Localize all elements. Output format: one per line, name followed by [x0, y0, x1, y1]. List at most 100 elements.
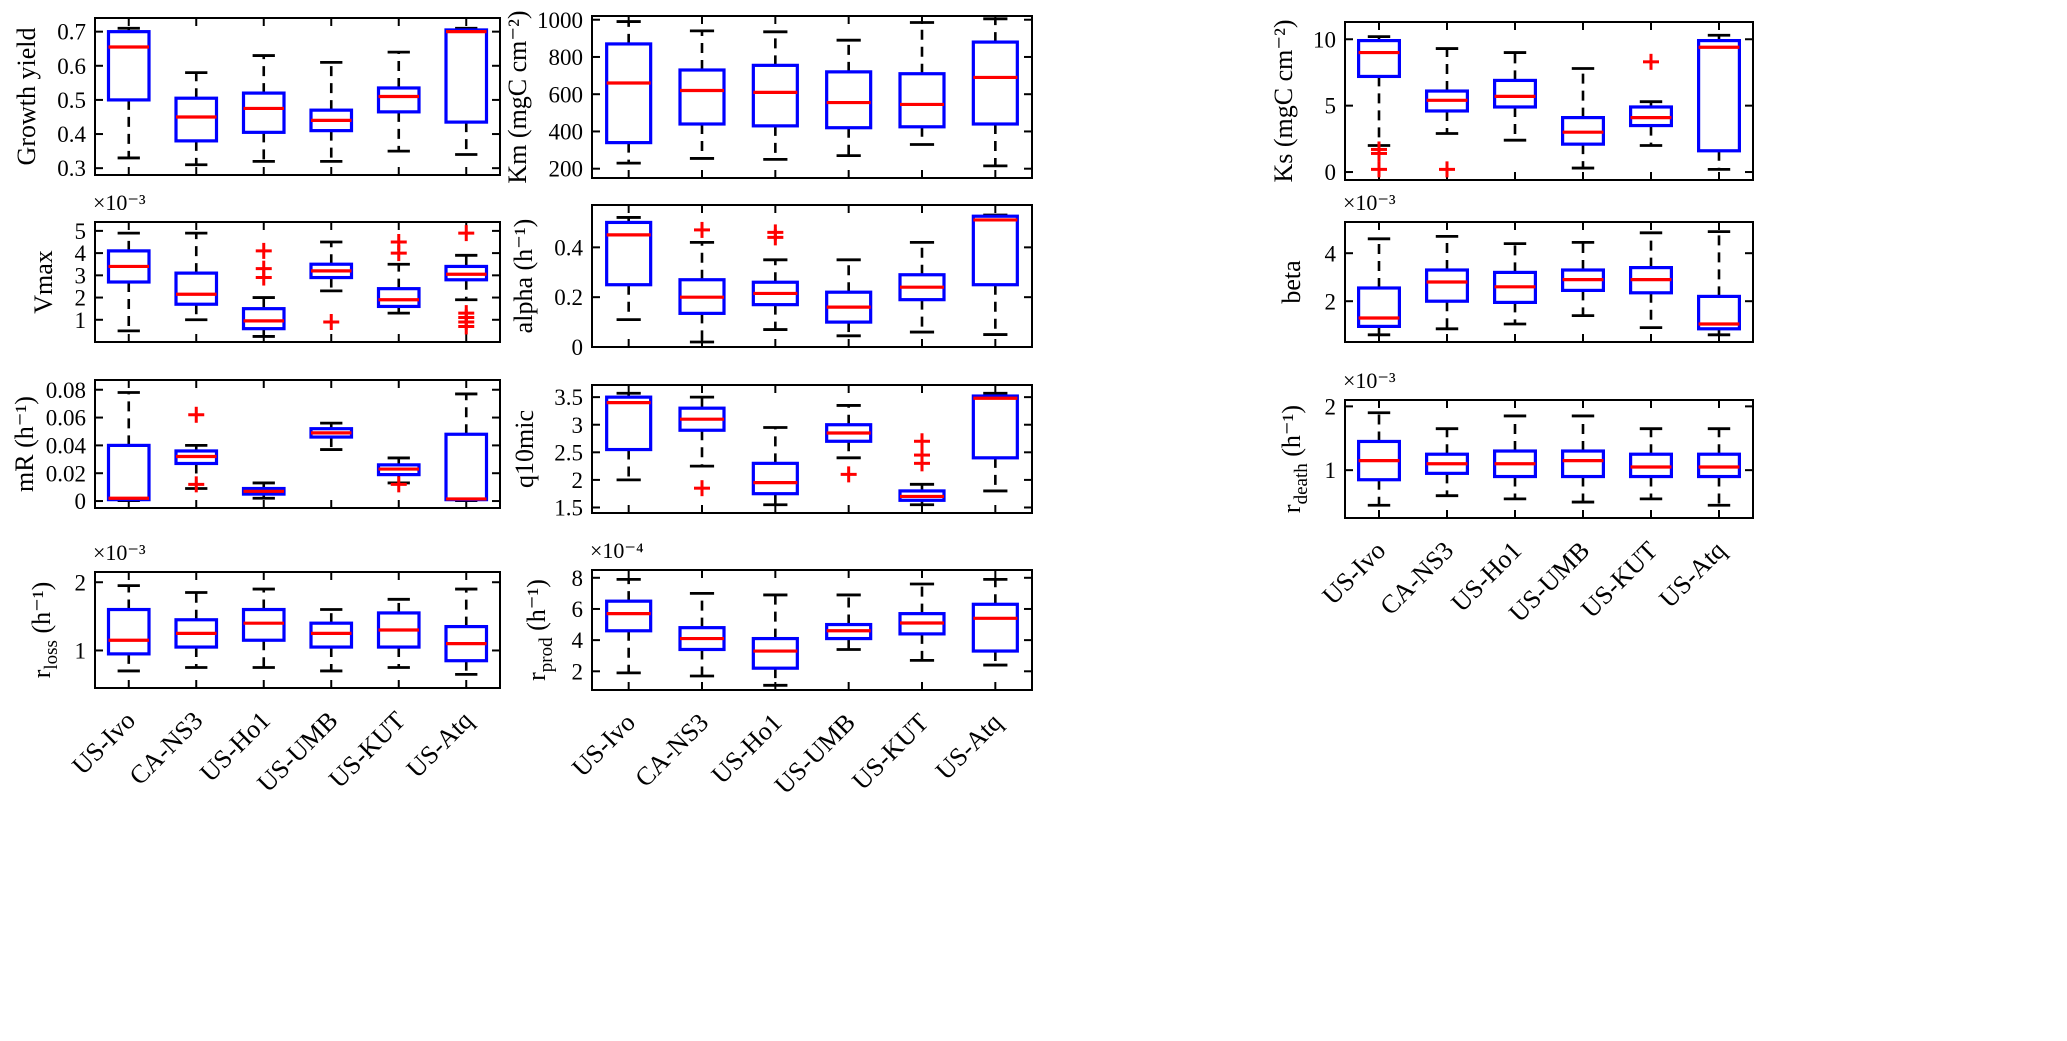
box-iqr	[309, 621, 354, 649]
box-iqr	[971, 214, 1019, 287]
outlier-marker	[390, 234, 407, 250]
boxplot-CA-NS3	[1424, 47, 1469, 178]
y-tick-label: 800	[549, 45, 584, 70]
box-iqr	[751, 636, 799, 670]
outlier-marker	[458, 225, 475, 242]
outlier-marker	[914, 433, 930, 450]
y-tick-label: 1	[75, 308, 87, 333]
boxplot-US-Ivo	[1356, 237, 1401, 337]
y-tick-label: 0.3	[57, 156, 86, 181]
x-tick-label-US-Atq: US-Atq	[401, 706, 479, 784]
y-tick-label: 0.6	[57, 54, 86, 79]
boxplot-US-UMB	[825, 404, 873, 483]
axes-frame	[591, 204, 1033, 348]
boxplot-US-UMB	[825, 593, 873, 651]
y-axis-label: Vmax	[29, 250, 58, 314]
y-tick-label: 0	[1325, 160, 1337, 185]
box-iqr	[1696, 38, 1741, 153]
boxplot-US-Atq	[444, 587, 489, 676]
y-tick-label: 3	[572, 413, 584, 438]
y-tick-label: 2	[1325, 394, 1337, 419]
boxplot-US-Atq	[1696, 427, 1741, 507]
outlier-marker	[1643, 53, 1659, 70]
outlier-marker	[255, 242, 272, 259]
outlier-marker	[1371, 161, 1387, 178]
subplot-q10mic: 1.5 2 2.53 3.5 q10mic	[510, 384, 1033, 521]
box-iqr	[751, 63, 799, 128]
boxplot-US-KUT	[898, 433, 946, 507]
y-tick-label: 8	[572, 566, 584, 591]
y-tick-label: 0.2	[554, 285, 583, 310]
box-iqr	[1424, 268, 1469, 303]
axes-frame	[94, 379, 501, 509]
box-iqr	[241, 607, 286, 642]
boxplot-CA-NS3	[678, 591, 726, 678]
x-tick-label-CA-NS3: CA-NS3	[124, 706, 209, 791]
x-tick-label-US-Atq: US-Atq	[1654, 536, 1732, 614]
boxplot-US-KUT	[898, 240, 946, 334]
boxplot-US-Atq	[971, 17, 1019, 168]
y-tick-label: 0.08	[46, 378, 86, 403]
box-iqr	[241, 307, 286, 331]
box-iqr	[174, 96, 219, 143]
x-tick-label-US-KUT: US-KUT	[846, 708, 934, 796]
boxplot-US-Ivo	[1356, 411, 1401, 507]
outlier-marker	[390, 476, 407, 493]
boxplot-US-Atq	[971, 577, 1019, 667]
boxplot-US-UMB	[309, 240, 354, 330]
y-tick-label: 0.5	[57, 88, 86, 113]
y-tick-label: 3	[75, 263, 87, 288]
y-axis-label: alpha (h⁻¹)	[509, 219, 538, 334]
x-tick-label-CA-NS3: CA-NS3	[1374, 536, 1459, 621]
box-iqr	[898, 72, 946, 129]
y-tick-label: 1	[1325, 458, 1337, 483]
x-tick-label-US-UMB: US-UMB	[769, 708, 861, 800]
box-iqr	[1696, 294, 1741, 331]
boxplot-US-Atq	[444, 392, 489, 503]
exponent-label: ×10⁻³	[93, 190, 146, 215]
y-tick-label: 0.4	[554, 235, 583, 260]
boxplot-US-Ho1	[241, 242, 286, 338]
y-tick-label: 400	[549, 119, 584, 144]
boxplot-US-Ho1	[241, 54, 286, 163]
boxplot-US-Ho1	[1492, 242, 1537, 326]
box-iqr	[971, 602, 1019, 653]
boxplot-CA-NS3	[1424, 427, 1469, 498]
boxplot-US-UMB	[1560, 240, 1605, 318]
box-iqr	[174, 271, 219, 306]
boxplot-US-Atq	[1696, 33, 1741, 171]
y-tick-label: 4	[572, 628, 584, 653]
boxplot-US-Ivo	[106, 391, 151, 503]
axes-frame	[94, 221, 501, 343]
box-iqr	[1356, 38, 1401, 79]
box-iqr	[1492, 78, 1537, 109]
y-tick-label: 5	[1325, 94, 1337, 119]
boxplot-US-Atq	[971, 213, 1019, 336]
axes-frame	[1344, 221, 1754, 343]
boxplot-US-KUT	[898, 582, 946, 662]
boxplot-CA-NS3	[174, 71, 219, 167]
y-tick-label: 3.5	[554, 385, 583, 410]
box-iqr	[605, 599, 653, 633]
box-iqr	[605, 395, 653, 452]
boxplot-US-UMB	[1560, 414, 1605, 504]
exponent-label: ×10⁻³	[93, 540, 146, 565]
box-iqr	[678, 68, 726, 126]
outlier-marker	[1371, 145, 1387, 162]
y-axis-label: rloss (h⁻¹)	[27, 582, 62, 679]
outlier-marker	[914, 447, 930, 464]
outlier-marker	[694, 221, 710, 238]
outlier-marker	[188, 476, 205, 493]
outlier-marker	[323, 314, 340, 330]
exponent-label: ×10⁻³	[1343, 368, 1396, 393]
outlier-marker	[188, 406, 205, 423]
x-tick-label-US-Atq: US-Atq	[930, 708, 1008, 786]
subplot-alpha: 0 0.2 0.4 alpha (h⁻¹)	[509, 204, 1033, 360]
exponent-label: ×10⁻⁴	[590, 538, 644, 563]
